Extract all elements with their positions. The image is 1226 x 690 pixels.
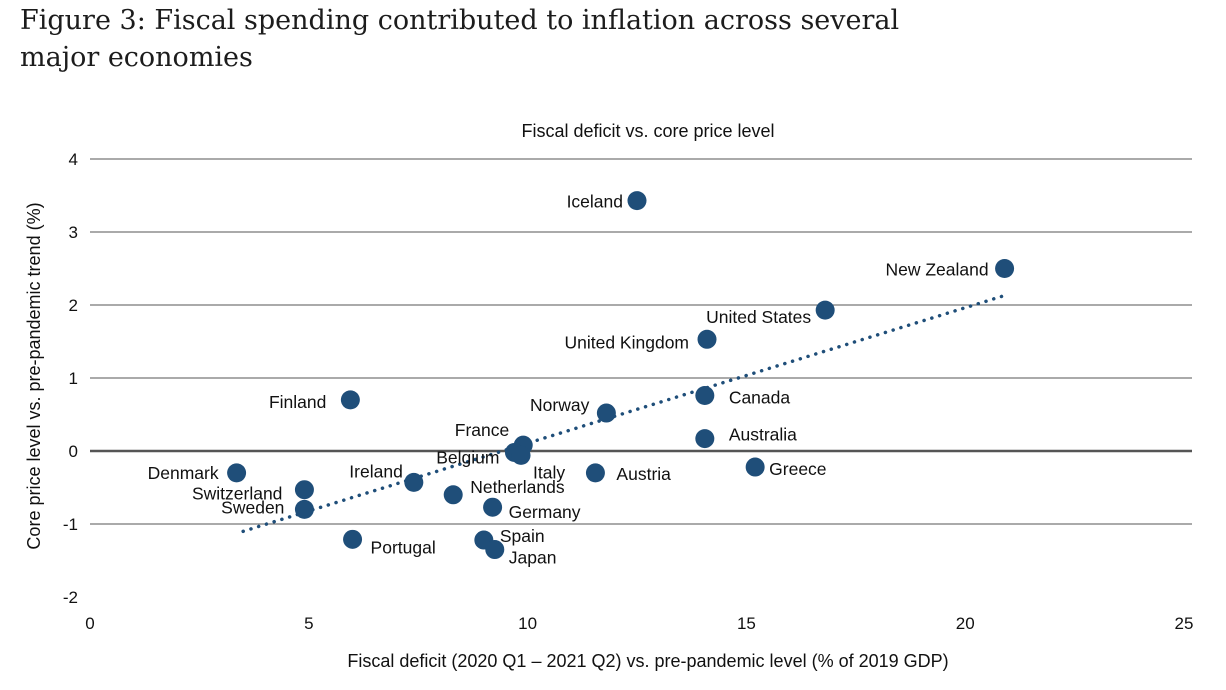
- point-greece: [745, 457, 765, 477]
- y-tick-label: 1: [69, 369, 78, 388]
- point-label-japan: Japan: [509, 548, 557, 568]
- x-axis-label: Fiscal deficit (2020 Q1 – 2021 Q2) vs. p…: [347, 651, 948, 671]
- point-norway: [596, 403, 616, 423]
- point-iceland: [627, 191, 647, 211]
- chart-title: Fiscal deficit vs. core price level: [521, 121, 774, 141]
- x-tick-label: 0: [85, 614, 94, 633]
- point-united-kingdom: [697, 329, 717, 349]
- x-tick-label: 20: [956, 614, 975, 633]
- point-label-united-states: United States: [706, 307, 811, 327]
- point-label-spain: Spain: [500, 526, 545, 546]
- x-tick-label: 25: [1175, 614, 1194, 633]
- point-label-belgium: Belgium: [436, 447, 499, 467]
- point-label-netherlands: Netherlands: [470, 477, 565, 497]
- point-label-denmark: Denmark: [148, 463, 219, 483]
- point-label-finland: Finland: [269, 392, 326, 412]
- point-denmark: [227, 463, 247, 483]
- point-canada: [695, 386, 715, 406]
- point-new-zealand: [995, 259, 1015, 278]
- point-portugal: [343, 529, 363, 549]
- point-label-australia: Australia: [729, 425, 797, 445]
- point-label-austria: Austria: [616, 464, 671, 484]
- figure-title: Figure 3: Fiscal spending contributed to…: [20, 2, 1020, 76]
- gridlines: [90, 158, 1192, 525]
- point-germany: [483, 497, 503, 517]
- point-netherlands: [443, 485, 463, 505]
- y-tick-label: -2: [63, 588, 78, 607]
- y-tick-label: 2: [69, 296, 78, 315]
- figure-title-line-1: Figure 3: Fiscal spending contributed to…: [20, 5, 900, 36]
- x-tick-label: 15: [737, 614, 756, 633]
- point-label-france: France: [455, 420, 509, 440]
- point-label-sweden: Sweden: [221, 497, 284, 517]
- point-label-switzerland: Switzerland: [192, 484, 282, 504]
- point-labels: Iceland New Zealand United States United Ki…: [148, 192, 989, 568]
- point-finland: [340, 390, 360, 410]
- point-label-greece: Greece: [769, 459, 826, 479]
- point-label-canada: Canada: [729, 388, 791, 408]
- y-axis-ticks: 4 3 2 1 0 -1 -2: [63, 150, 78, 607]
- point-japan: [485, 540, 505, 560]
- y-tick-label: -1: [63, 515, 78, 534]
- x-axis-ticks: 0 5 10 15 20 25: [85, 614, 1193, 633]
- point-united-states: [815, 300, 835, 320]
- point-label-italy: Italy: [533, 462, 565, 482]
- x-tick-label: 5: [304, 614, 313, 633]
- point-italy: [511, 445, 531, 465]
- point-austria: [585, 463, 605, 483]
- y-axis-label: Core price level vs. pre-pandemic trend …: [24, 202, 44, 549]
- point-sweden: [294, 499, 314, 519]
- point-label-portugal: Portugal: [371, 537, 436, 557]
- data-points: [227, 191, 1015, 560]
- y-tick-label: 3: [69, 223, 78, 242]
- y-tick-label: 4: [69, 150, 78, 169]
- point-label-ireland: Ireland: [349, 461, 403, 481]
- x-tick-label: 10: [518, 614, 537, 633]
- point-ireland: [404, 472, 424, 492]
- point-switzerland: [294, 480, 314, 500]
- point-label-germany: Germany: [509, 502, 581, 522]
- point-label-iceland: Iceland: [567, 192, 623, 212]
- point-label-norway: Norway: [530, 395, 590, 415]
- y-tick-label: 0: [69, 442, 78, 461]
- trendline-group: [241, 293, 1007, 534]
- figure-title-line-2: major economies: [20, 42, 253, 73]
- point-label-united-kingdom: United Kingdom: [564, 332, 689, 352]
- point-australia: [695, 429, 715, 449]
- trendline: [241, 293, 1007, 534]
- point-label-new-zealand: New Zealand: [885, 260, 988, 280]
